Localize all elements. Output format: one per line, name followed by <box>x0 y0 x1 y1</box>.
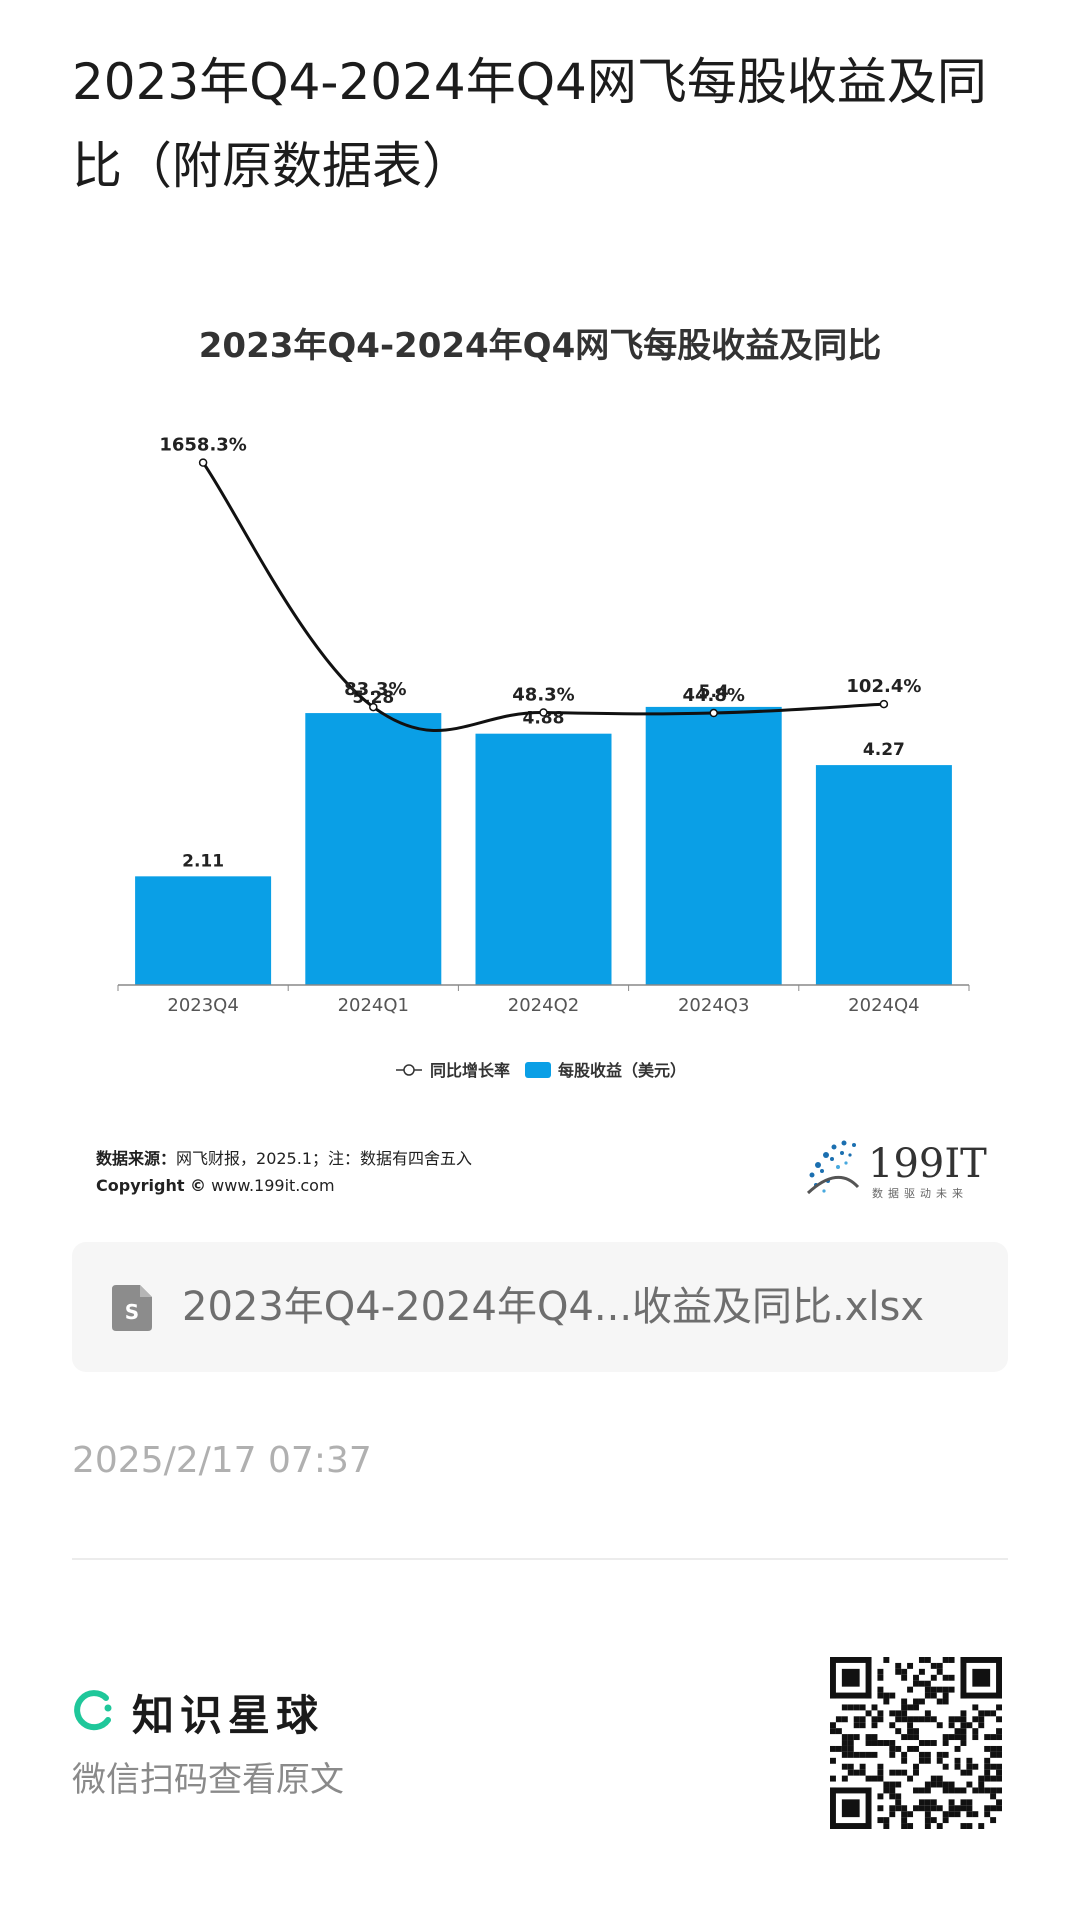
copyright-site: www.199it.com <box>211 1176 335 1195</box>
source-note: 数据来源：网飞财报，2025.1；注：数据有四舍五入 Copyright © w… <box>96 1145 472 1199</box>
brand-logo-icon: 199IT 数据驱动未来 <box>806 1140 987 1200</box>
source-label: 数据来源： <box>96 1149 177 1168</box>
growth-line <box>201 461 884 732</box>
x-tick-2024Q1: 2024Q1 <box>338 995 409 1016</box>
legend-line-marker-dot <box>403 1064 415 1076</box>
growth-point-2024Q3 <box>709 708 718 718</box>
qr-code-icon[interactable] <box>830 1657 1002 1829</box>
scan-hint: 微信扫码查看原文 <box>72 1760 344 1800</box>
growth-label-2024Q2: 48.3% <box>512 685 574 706</box>
attachment-card[interactable]: S 2023年Q4-2024年Q4...收益及同比.xlsx <box>72 1242 1008 1372</box>
legend-label-growth: 同比增长率 <box>430 1061 510 1080</box>
growth-label-2023Q4: 1658.3% <box>159 435 247 456</box>
attachment-file-name[interactable]: 2023年Q4-2024年Q4...收益及同比.xlsx <box>182 1284 925 1330</box>
growth-label-2024Q1: 83.3% <box>344 679 406 700</box>
brand-tagline: 数据驱动未来 <box>872 1186 968 1200</box>
growth-point-2024Q4 <box>879 699 889 709</box>
bar-label-2024Q4: 4.27 <box>863 740 905 760</box>
zsxq-logo-icon <box>74 1690 112 1731</box>
x-tick-2023Q4: 2023Q4 <box>167 995 238 1016</box>
x-tick-2024Q4: 2024Q4 <box>848 995 919 1016</box>
divider <box>72 1558 1008 1560</box>
chart-title: 2023年Q4-2024年Q4网飞每股收益及同比 <box>199 326 882 366</box>
legend-label-eps: 每股收益（美元） <box>558 1061 686 1080</box>
growth-point-2024Q1 <box>369 702 378 712</box>
page-title: 2023年Q4-2024年Q4网飞每股收益及同比（附原数据表） <box>72 53 987 195</box>
source-text: 网飞财报，2025.1；注：数据有四舍五入 <box>176 1149 473 1168</box>
svg-text:S: S <box>125 1300 139 1324</box>
chart-card: 2023年Q4-2024年Q4网飞每股收益及同比 2.11 2023Q4 5.28 20… <box>72 290 1008 1220</box>
bar-2024Q2 <box>475 733 612 985</box>
growth-point-2023Q4 <box>198 458 208 467</box>
bar-2023Q4 <box>135 876 272 985</box>
bar-label-2024Q3: 5.4 <box>699 682 729 702</box>
post-date: 2025/2/17 07:37 <box>72 1440 372 1481</box>
x-tick-2024Q2: 2024Q2 <box>508 995 579 1016</box>
growth-label-2024Q3: 44.8% <box>682 685 744 706</box>
growth-point-2024Q2 <box>539 708 548 717</box>
growth-label-2024Q4: 102.4% <box>846 676 921 697</box>
copyright-label: Copyright © <box>96 1176 207 1195</box>
bar-label-2023Q4: 2.11 <box>182 851 224 871</box>
chart: 2023年Q4-2024年Q4网飞每股收益及同比 2.11 2023Q4 5.28 20… <box>117 326 970 1080</box>
bar-2024Q1 <box>305 713 442 985</box>
bar-label-2024Q1: 5.28 <box>352 688 394 708</box>
bar-2024Q3 <box>645 706 782 985</box>
bar-2024Q4 <box>815 765 952 985</box>
brand-number: 199IT <box>868 1141 987 1187</box>
spreadsheet-file-icon: S <box>112 1285 152 1331</box>
planet-name: 知识星球 <box>132 1691 325 1740</box>
legend-bar-marker <box>525 1062 551 1078</box>
x-tick-2024Q3: 2024Q3 <box>678 995 749 1016</box>
